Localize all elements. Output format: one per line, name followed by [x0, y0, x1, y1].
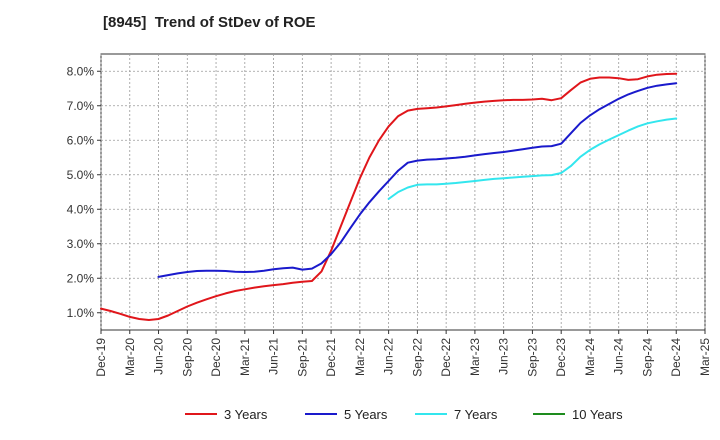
x-tick-label: Dec-24: [669, 338, 683, 377]
x-tick-label: Jun-22: [382, 338, 396, 375]
series-line-7-years: [387, 117, 678, 200]
legend-label: 10 Years: [572, 407, 623, 422]
x-tick-label: Dec-21: [324, 338, 338, 377]
x-tick-label: Dec-23: [554, 338, 568, 377]
x-tick-label: Sep-22: [410, 338, 424, 377]
x-tick-label: Jun-21: [267, 338, 281, 375]
x-tick-label: Mar-23: [468, 338, 482, 376]
x-tick-label: Sep-21: [295, 338, 309, 377]
x-tick-label: Mar-20: [123, 338, 137, 376]
x-tick-label: Jun-23: [497, 338, 511, 375]
chart-title: [8945] Trend of StDev of ROE: [103, 14, 316, 31]
x-tick-label: Mar-22: [353, 338, 367, 376]
x-tick-label: Mar-24: [583, 338, 597, 376]
legend-label: 7 Years: [454, 407, 498, 422]
y-tick-label: 5.0%: [67, 168, 95, 182]
x-tick-label: Jun-20: [152, 338, 166, 375]
y-tick-label: 6.0%: [67, 133, 95, 147]
x-tick-label: Jun-24: [612, 338, 626, 375]
x-tick-label: Dec-22: [439, 338, 453, 377]
x-tick-label: Mar-21: [238, 338, 252, 376]
y-tick-label: 7.0%: [67, 99, 95, 113]
x-tick-label: Sep-23: [525, 338, 539, 377]
x-tick-label: Dec-20: [209, 338, 223, 377]
y-tick-label: 2.0%: [67, 271, 95, 285]
legend-label: 5 Years: [344, 407, 388, 422]
legend-label: 3 Years: [224, 407, 268, 422]
x-tick-label: Dec-19: [94, 338, 108, 377]
x-tick-label: Sep-24: [640, 338, 654, 377]
x-tick-label: Sep-20: [180, 338, 194, 377]
y-tick-label: 1.0%: [67, 306, 95, 320]
x-tick-label: Mar-25: [698, 338, 712, 376]
y-tick-label: 8.0%: [67, 64, 95, 78]
y-tick-label: 3.0%: [67, 237, 95, 251]
plot-area: [100, 53, 706, 331]
y-tick-label: 4.0%: [67, 202, 95, 216]
series-line-3-years: [100, 72, 678, 321]
series-line-5-years: [157, 82, 678, 278]
